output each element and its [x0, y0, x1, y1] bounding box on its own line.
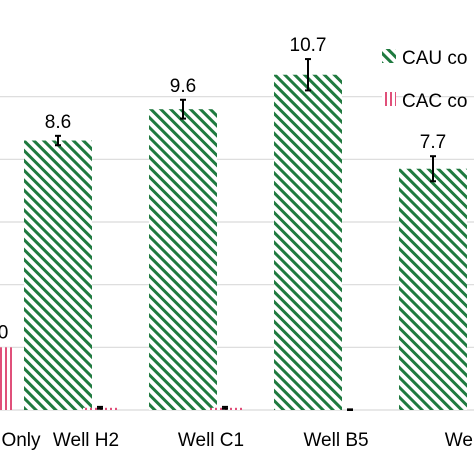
legend-label: CAU co [402, 48, 467, 69]
data-label: 10.7 [290, 35, 327, 56]
data-label: 8.6 [45, 112, 71, 133]
data-label: 7.7 [420, 132, 446, 153]
legend-label: CAC co [402, 91, 467, 112]
x-tick-label: Wel [445, 430, 474, 451]
data-label: 9.6 [170, 76, 196, 97]
bar-cau [399, 168, 467, 410]
data-label: 0 [0, 322, 8, 343]
bar-cac [0, 347, 12, 410]
legend-swatch [382, 49, 396, 63]
x-tick-labels: Only Well H2 Well C1 Well B5 Wel [1, 430, 474, 451]
bar-cau [24, 140, 92, 411]
x-tick-label: Well H2 [53, 430, 119, 451]
bar-cau [274, 74, 342, 410]
data-labels: 8.6 9.6 10.7 7.7 0 [0, 35, 446, 343]
x-tick-label: Well C1 [178, 430, 244, 451]
legend-swatch [382, 92, 396, 106]
x-tick-label: Only [1, 430, 41, 451]
bar-cau [149, 109, 217, 410]
bars [0, 58, 467, 411]
legend: CAU co CAC co [382, 48, 467, 112]
x-tick-label: Well B5 [303, 430, 368, 451]
